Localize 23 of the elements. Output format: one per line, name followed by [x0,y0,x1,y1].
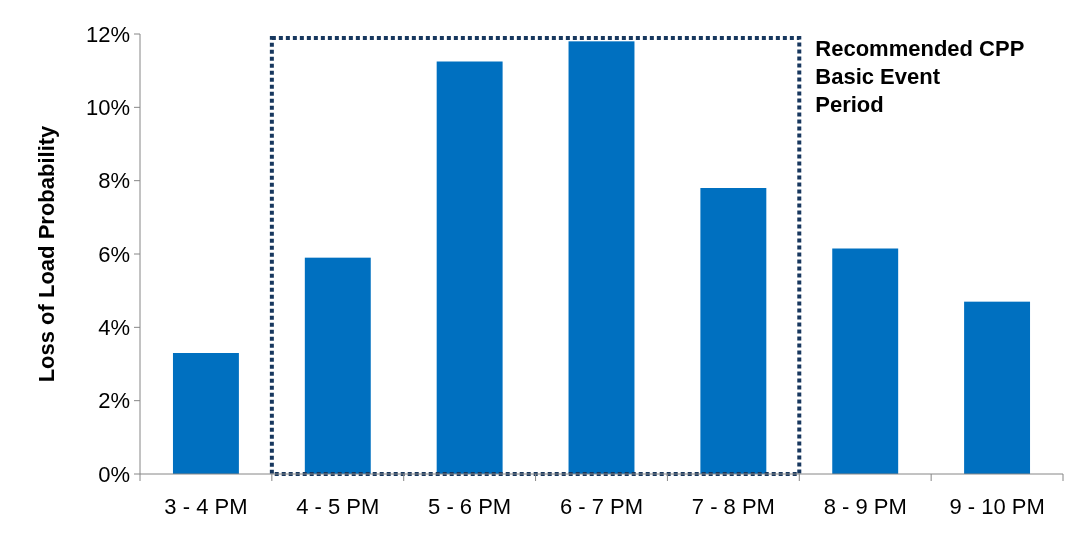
y-tick-label: 6% [98,241,130,267]
x-tick-label: 8 - 9 PM [823,494,907,519]
annotation: Recommended CPP Basic Event Period [815,36,1025,117]
bar [832,248,899,474]
bar [172,353,239,474]
y-tick-label: 4% [98,315,130,341]
x-tick-label: 4 - 5 PM [296,494,380,519]
y-tick-label: 8% [98,168,130,194]
x-tick-label: 5 - 6 PM [428,494,512,519]
y-tick-label: 10% [85,95,130,121]
bar [304,257,371,474]
bar [436,61,503,474]
y-axis-title: Loss of Load Probability [34,124,59,383]
x-tick-label: 6 - 7 PM [559,494,644,519]
x-tick-label: 7 - 8 PM [691,494,775,519]
x-tick-label: 9 - 10 PM [949,494,1045,519]
y-tick-label: 12% [85,21,130,47]
bar [568,41,635,474]
y-tick-label: 0% [98,461,130,487]
x-tick-label: 3 - 4 PM [164,494,248,519]
bar [964,301,1031,474]
y-tick-label: 2% [98,388,130,414]
bar [700,188,767,474]
